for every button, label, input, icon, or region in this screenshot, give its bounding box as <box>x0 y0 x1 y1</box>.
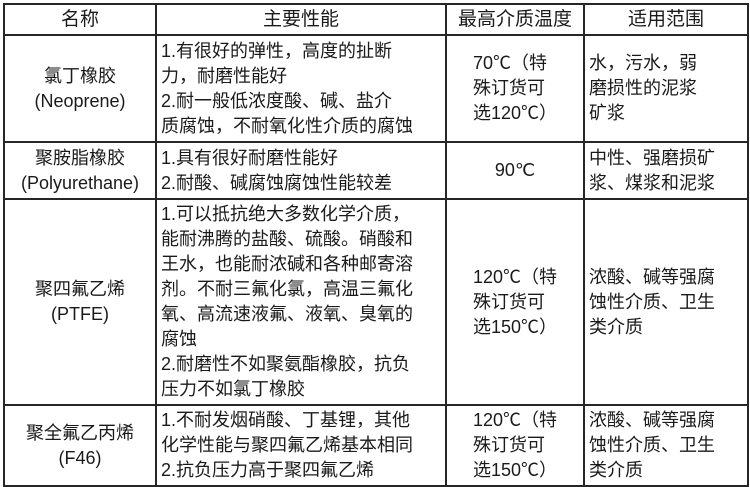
application-cell: 水，污水，弱 磨损性的泥浆 矿浆 <box>583 34 749 143</box>
application-cell: 中性、强磨损矿 浆、煤浆和泥浆 <box>583 141 749 200</box>
max-temp-cell: 120℃（特 殊订货可 选150℃） <box>445 198 585 406</box>
material-name-cn: 聚全氟乙丙烯 <box>26 422 134 443</box>
performance-cell: 1.可以抵抗绝大多数化学介质， 能耐沸腾的盐酸、硫酸。硝酸和 王水，也能耐浓碱和… <box>155 198 447 406</box>
material-name-cn: 氯丁橡胶 <box>44 65 116 86</box>
material-name-en: (PTFE) <box>51 304 109 324</box>
table-row-neoprene: 氯丁橡胶 (Neoprene) 1.有很好的弹性，高度的扯断 力，耐磨性能好 2… <box>3 34 749 143</box>
material-name-en: (F46) <box>58 447 102 468</box>
application-cell: 浓酸、碱等强腐 蚀性介质、卫生 类介质 <box>583 404 749 487</box>
table-row-ptfe: 聚四氟乙烯 (PTFE) 1.可以抵抗绝大多数化学介质， 能耐沸腾的盐酸、硫酸。… <box>3 198 749 406</box>
header-name: 名称 <box>3 3 157 36</box>
header-application: 适用范围 <box>583 3 749 36</box>
max-temp-cell: 90℃ <box>445 141 585 200</box>
material-name-cell: 氯丁橡胶 (Neoprene) <box>3 34 157 143</box>
material-name-en: (Neoprene) <box>34 90 126 111</box>
performance-cell: 1.具有很好耐磨性能好 2.耐酸、碱腐蚀腐蚀性能较差 <box>155 141 447 200</box>
max-temp-text: 120℃（特 殊订货可 选150℃） <box>472 410 558 480</box>
table-row-polyurethane: 聚胺脂橡胶 (Polyurethane) 1.具有很好耐磨性能好 2.耐酸、碱腐… <box>3 141 749 200</box>
table-row-f46: 聚全氟乙丙烯 (F46) 1.不耐发烟硝酸、丁基锂，其他 化学性能与聚四氟乙烯基… <box>3 404 749 487</box>
lining-material-spec-table: 名称 主要性能 最高介质温度 适用范围 氯丁橡胶 (Neoprene) 1.有很… <box>3 3 749 487</box>
material-name-cn: 聚胺脂橡胶 <box>35 147 125 168</box>
material-name-en: (Polyurethane) <box>20 172 140 193</box>
material-name-cell: 聚全氟乙丙烯 (F46) <box>3 404 157 487</box>
performance-cell: 1.不耐发烟硝酸、丁基锂，其他 化学性能与聚四氟乙烯基本相同 2.抗负压力高于聚… <box>155 404 447 487</box>
material-name-cell: 聚胺脂橡胶 (Polyurethane) <box>3 141 157 200</box>
max-temp-cell: 120℃（特 殊订货可 选150℃） <box>445 404 585 487</box>
max-temp-text: 70℃（特 殊订货可 选120℃） <box>472 53 558 123</box>
material-name-cn: 聚四氟乙烯 <box>35 279 125 299</box>
performance-cell: 1.有很好的弹性，高度的扯断 力，耐磨性能好 2.耐一般低浓度酸、碱、盐介 质腐… <box>155 34 447 143</box>
header-performance: 主要性能 <box>155 3 447 36</box>
max-temp-cell: 70℃（特 殊订货可 选120℃） <box>445 34 585 143</box>
header-row: 名称 主要性能 最高介质温度 适用范围 <box>3 3 749 36</box>
max-temp-text: 120℃（特 殊订货可 选150℃） <box>472 266 558 337</box>
application-cell: 浓酸、碱等强腐 蚀性介质、卫生 类介质 <box>583 198 749 406</box>
header-max-temp: 最高介质温度 <box>445 3 585 36</box>
material-name-cell: 聚四氟乙烯 (PTFE) <box>3 198 157 406</box>
max-temp-text: 90℃ <box>494 160 536 180</box>
